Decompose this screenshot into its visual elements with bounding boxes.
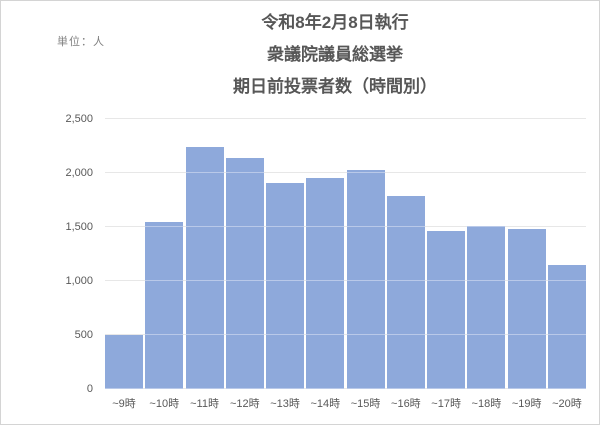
gridline: [105, 172, 586, 173]
bar-column: ~13時: [266, 119, 305, 410]
x-axis-tick-label: ~9時: [112, 398, 136, 410]
x-axis-tick-label: ~19時: [511, 398, 542, 410]
chart-title-line-1: 令和8年2月8日執行: [261, 13, 409, 32]
bar: [467, 225, 506, 389]
y-axis: 0 500 1,000 1,500 2,000 2,500: [31, 113, 93, 395]
bar: [185, 147, 224, 389]
gridline-overlay: [105, 280, 586, 281]
bar: [507, 229, 546, 389]
x-axis-tick-label: ~14時: [310, 398, 341, 410]
y-axis-tick-label: 1,500: [65, 221, 93, 233]
bar: [386, 195, 425, 389]
bar-column: ~17時: [427, 119, 466, 410]
x-axis-tick-label: ~11時: [190, 398, 219, 410]
chart-title: 令和8年2月8日執行 衆議院議員総選挙 期日前投票者数（時間別）: [96, 7, 574, 103]
chart-title-line-2: 衆議院議員総選挙: [267, 45, 403, 64]
bar-column: ~11時: [185, 119, 224, 410]
x-axis-tick-label: ~16時: [391, 398, 421, 410]
bar-column: ~19時: [507, 119, 546, 410]
x-axis-tick-label: ~20時: [552, 398, 582, 410]
bar-column: ~16時: [386, 119, 425, 410]
gridline-overlay: [105, 226, 586, 227]
bar: [346, 169, 385, 389]
y-axis-tick-label: 2,500: [65, 113, 93, 125]
bar-column: ~12時: [225, 119, 264, 410]
bar-column: ~14時: [306, 119, 345, 410]
bars-row: ~9時 ~10時 ~11時 ~12時 ~13時 ~14時 ~15時 ~16時 ~17時 ~18時 ~…: [105, 119, 586, 410]
gridline-overlay: [105, 388, 586, 389]
x-axis-tick-label: ~10時: [149, 398, 180, 410]
bar-column: ~10時: [145, 119, 184, 410]
bar: [105, 335, 143, 389]
x-axis-tick-label: ~13時: [270, 398, 300, 410]
bar-column: ~18時: [467, 119, 506, 410]
gridline: [105, 334, 586, 335]
unit-label: 単位：人: [57, 36, 105, 48]
gridline: [105, 388, 586, 389]
y-axis-tick-label: 500: [74, 329, 93, 341]
gridline: [105, 280, 586, 281]
chart-title-line-3: 期日前投票者数（時間別）: [233, 77, 437, 96]
bar-column: ~20時: [547, 119, 586, 410]
x-axis-tick-label: ~17時: [431, 398, 461, 410]
gridline-overlay: [105, 118, 586, 119]
gridline-overlay: [105, 334, 586, 335]
bar: [306, 178, 345, 389]
bar: [266, 182, 305, 389]
gridline: [105, 226, 586, 227]
x-axis-tick-label: ~12時: [229, 398, 260, 410]
y-axis-tick-label: 1,000: [65, 275, 93, 287]
x-axis-tick-label: ~18時: [471, 398, 502, 410]
y-axis-tick-label: 2,000: [65, 167, 93, 179]
bar: [547, 264, 586, 389]
y-axis-tick-label: 0: [86, 383, 93, 395]
bar-column: ~15時: [346, 119, 385, 410]
bar: [145, 221, 184, 389]
x-axis-tick-label: ~15時: [350, 398, 381, 410]
plot-area: ~9時 ~10時 ~11時 ~12時 ~13時 ~14時 ~15時 ~16時 ~17時 ~18時 ~…: [105, 118, 586, 410]
gridline-overlay: [105, 172, 586, 173]
gridline: [105, 118, 586, 119]
bar-column: ~9時: [105, 119, 143, 410]
bar: [225, 157, 264, 389]
bar: [427, 231, 466, 389]
